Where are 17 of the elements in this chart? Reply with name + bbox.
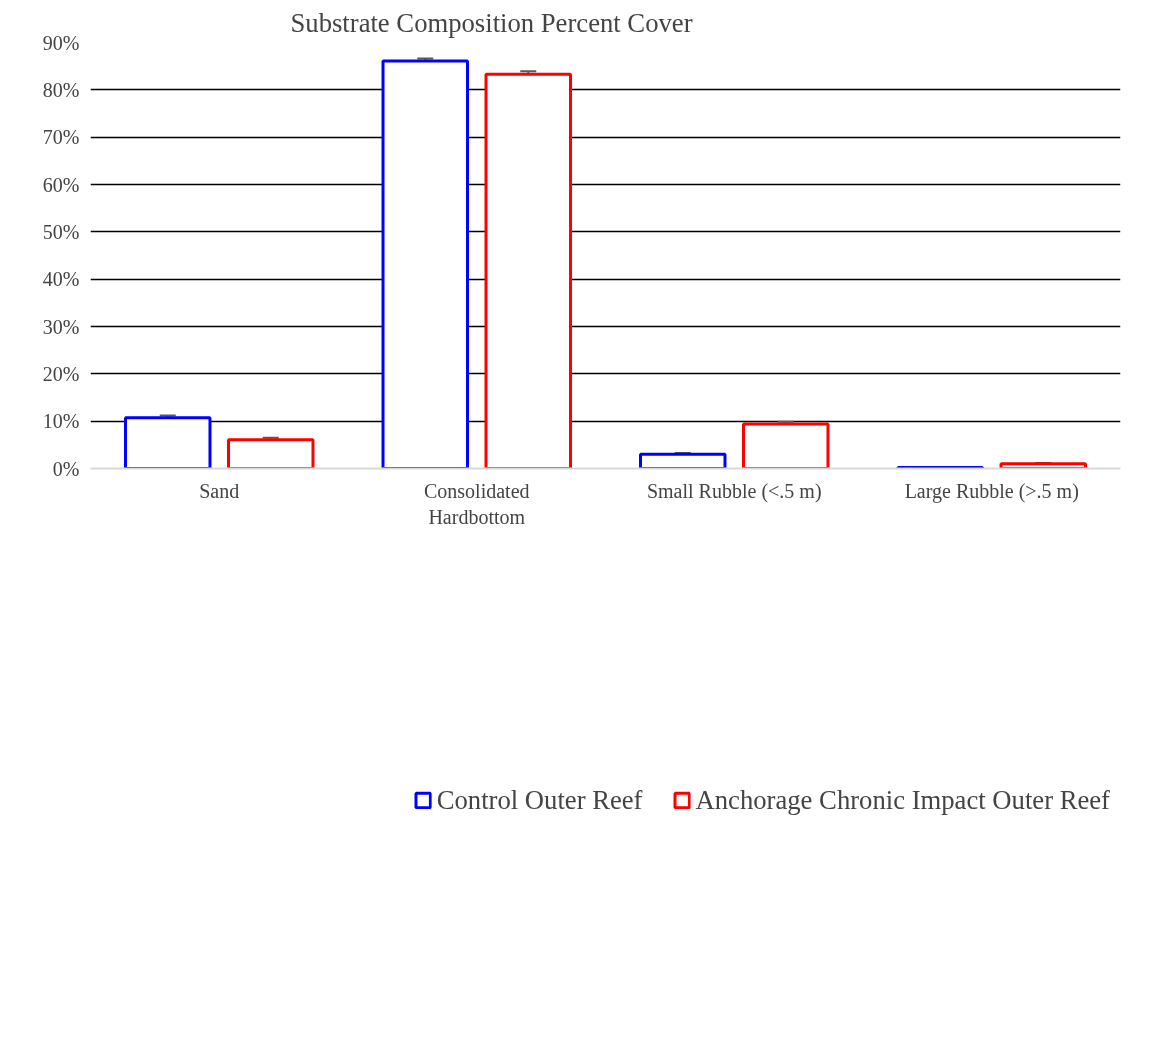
y-tick-label: 50% (42, 220, 80, 243)
y-tick-label: 70% (42, 126, 80, 149)
y-tick-label: 0% (52, 457, 80, 480)
x-tick-label: Large Rubble (>.5 m) (904, 479, 1079, 503)
x-tick-label: Sand (199, 479, 240, 502)
y-tick-label: 40% (42, 268, 80, 291)
x-tick-label: Consolidated Hardbottom (423, 479, 530, 528)
legend-label: Control Outer Reef (436, 784, 643, 816)
y-tick-label: 30% (42, 315, 80, 338)
y-tick-label: 80% (42, 78, 80, 101)
chart-title: Substrate Composition Percent Cover (290, 7, 693, 38)
legend-label: Anchorage Chronic Impact Outer Reef (695, 784, 1110, 816)
y-tick-label: 90% (42, 31, 80, 54)
y-tick-label: 20% (42, 362, 80, 385)
x-tick-label: Small Rubble (<.5 m) (646, 479, 822, 503)
y-tick-label: 60% (42, 173, 80, 196)
y-tick-label: 10% (42, 410, 80, 433)
